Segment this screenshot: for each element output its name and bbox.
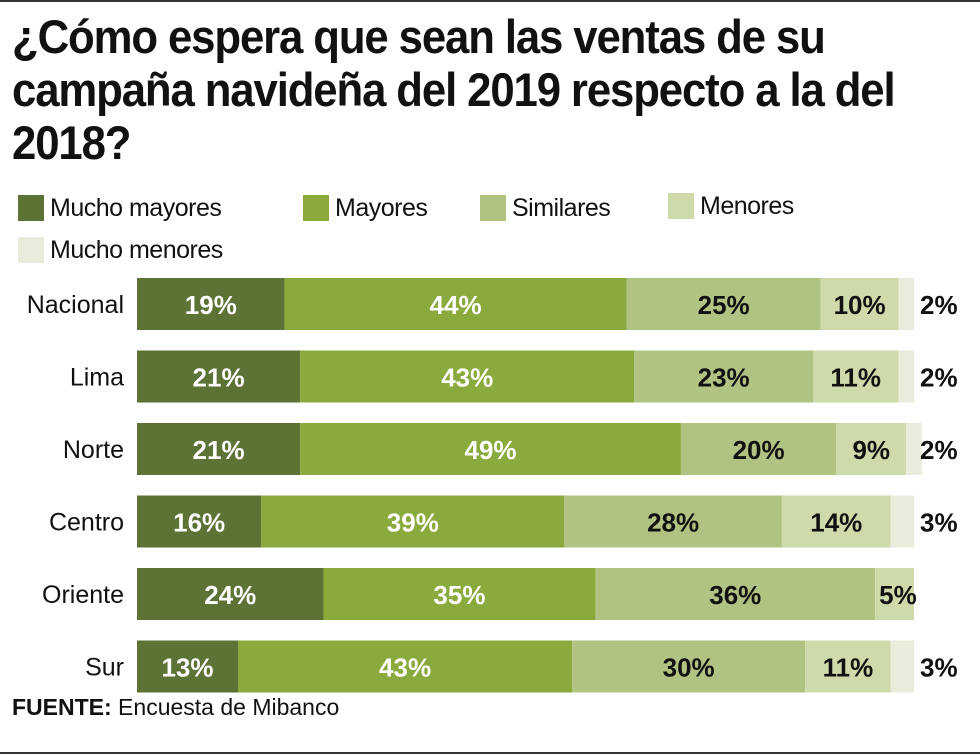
data-label: 19% — [185, 290, 237, 320]
bar-segment — [284, 278, 627, 330]
data-label: 25% — [698, 290, 750, 320]
bar-segment — [898, 278, 914, 330]
category-label: Lima — [70, 364, 124, 392]
bar-segment — [137, 568, 324, 620]
bar-segment — [898, 350, 914, 403]
bar-segment — [261, 495, 565, 548]
bar-segment — [890, 495, 914, 548]
data-label: 20% — [733, 435, 785, 465]
data-label: 2% — [920, 363, 958, 393]
bar-segment — [137, 350, 301, 403]
bar-segment — [805, 640, 891, 693]
bar-segment — [300, 350, 635, 403]
bar-segment — [564, 495, 782, 548]
bar-segment — [137, 495, 262, 548]
data-label: 24% — [204, 580, 256, 610]
data-label: 30% — [663, 653, 715, 683]
data-label: 2% — [920, 435, 958, 465]
bar-segment — [781, 495, 891, 548]
data-label: 44% — [430, 290, 482, 320]
data-label: 5% — [879, 580, 917, 610]
data-label: 43% — [379, 653, 431, 683]
data-label: 23% — [698, 363, 750, 393]
legend-swatch — [303, 195, 329, 221]
data-label: 11% — [830, 363, 881, 393]
bar-segment — [137, 640, 239, 693]
bar-segment — [572, 640, 806, 693]
source-note: FUENTE: Encuesta de Mibanco — [12, 694, 339, 721]
data-label: 14% — [810, 508, 862, 538]
bar-segment — [300, 423, 681, 475]
data-label: 9% — [852, 435, 890, 465]
bar-segment — [137, 423, 301, 475]
legend-label: Menores — [700, 191, 794, 220]
data-label: 10% — [834, 290, 886, 320]
data-label: 21% — [193, 435, 245, 465]
legend-item-mayores: Mayores — [303, 192, 428, 224]
top-rule — [0, 0, 980, 2]
bar-segment — [634, 350, 813, 403]
legend-swatch — [18, 195, 44, 221]
bar-segment — [626, 278, 821, 330]
bar-segment — [820, 278, 899, 330]
category-label: Centro — [49, 509, 124, 537]
data-label: 49% — [465, 435, 517, 465]
legend-item-menores: Menores — [668, 190, 794, 222]
data-label: 13% — [161, 653, 213, 683]
source-text: Encuesta de Mibanco — [111, 694, 340, 720]
legend-label: Similares — [512, 193, 611, 222]
bar-segment — [875, 568, 914, 620]
data-label: 3% — [920, 653, 958, 683]
legend-label: Mayores — [335, 193, 428, 222]
data-label: 39% — [387, 508, 439, 538]
bar-segment — [906, 423, 922, 475]
bar-segment — [595, 568, 876, 620]
bar-segment — [812, 350, 899, 403]
data-label: 3% — [920, 508, 958, 538]
category-label: Sur — [85, 654, 124, 682]
source-label: FUENTE: — [12, 694, 112, 720]
legend-label: Mucho menores — [50, 235, 223, 264]
data-label: 16% — [173, 508, 225, 538]
legend-item-mucho-menores: Mucho menores — [18, 234, 223, 266]
legend-swatch — [480, 195, 506, 221]
chart-title: ¿Cómo espera que sean las ventas de su c… — [12, 10, 896, 169]
data-label: 36% — [709, 580, 761, 610]
legend-swatch — [18, 237, 44, 263]
data-label: 21% — [193, 363, 245, 393]
bar-segment — [323, 568, 596, 620]
bottom-rule — [0, 752, 980, 754]
data-label: 43% — [441, 363, 493, 393]
bar-segment — [238, 640, 573, 693]
data-label: 2% — [920, 290, 958, 320]
category-label: Norte — [63, 436, 124, 464]
category-label: Oriente — [42, 581, 124, 609]
legend-item-similares: Similares — [480, 192, 611, 224]
legend-swatch — [668, 193, 694, 219]
bar-segment — [890, 640, 914, 693]
data-label: 35% — [433, 580, 485, 610]
data-label: 11% — [823, 653, 874, 683]
legend-label: Mucho mayores — [50, 193, 222, 222]
bar-segment — [137, 278, 285, 330]
bar-segment — [680, 423, 837, 475]
category-label: Nacional — [27, 291, 124, 319]
bar-segment — [836, 423, 907, 475]
data-label: 28% — [647, 508, 699, 538]
legend-item-mucho-mayores: Mucho mayores — [18, 192, 222, 224]
